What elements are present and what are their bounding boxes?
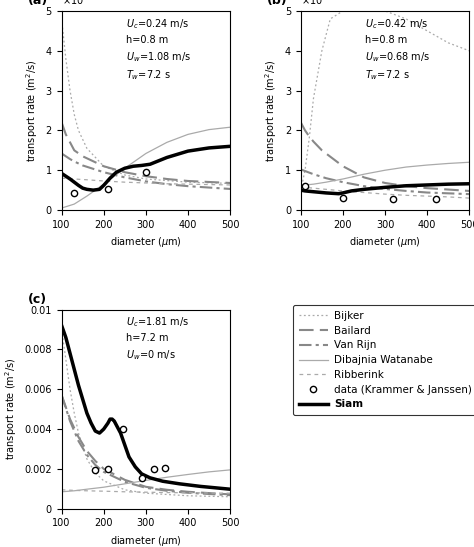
Text: (a): (a) bbox=[28, 0, 48, 7]
Text: (b): (b) bbox=[267, 0, 288, 7]
Y-axis label: transport rate (m$^2$/s): transport rate (m$^2$/s) bbox=[3, 358, 18, 461]
Text: $\times10^{-4}$: $\times10^{-4}$ bbox=[301, 0, 333, 7]
X-axis label: diameter ($\mu$m): diameter ($\mu$m) bbox=[110, 534, 182, 547]
Text: $U_c$=0.42 m/s
h=0.8 m
$U_w$=0.68 m/s
$T_w$=7.2 s: $U_c$=0.42 m/s h=0.8 m $U_w$=0.68 m/s $T… bbox=[365, 17, 430, 82]
Text: $U_c$=0.24 m/s
h=0.8 m
$U_w$=1.08 m/s
$T_w$=7.2 s: $U_c$=0.24 m/s h=0.8 m $U_w$=1.08 m/s $T… bbox=[126, 17, 191, 82]
X-axis label: diameter ($\mu$m): diameter ($\mu$m) bbox=[110, 235, 182, 249]
X-axis label: diameter ($\mu$m): diameter ($\mu$m) bbox=[349, 235, 421, 249]
Y-axis label: transport rate (m$^2$/s): transport rate (m$^2$/s) bbox=[264, 59, 279, 162]
Y-axis label: transport rate (m$^2$/s): transport rate (m$^2$/s) bbox=[24, 59, 40, 162]
Text: (c): (c) bbox=[28, 293, 47, 306]
Legend: Bijker, Bailard, Van Rijn, Dibajnia Watanabe, Ribberink, data (Krammer & Janssen: Bijker, Bailard, Van Rijn, Dibajnia Wata… bbox=[292, 305, 474, 416]
Text: $\times10^{-4}$: $\times10^{-4}$ bbox=[62, 0, 94, 7]
Text: $U_c$=1.81 m/s
h=7.2 m
$U_w$=0 m/s: $U_c$=1.81 m/s h=7.2 m $U_w$=0 m/s bbox=[126, 316, 189, 362]
